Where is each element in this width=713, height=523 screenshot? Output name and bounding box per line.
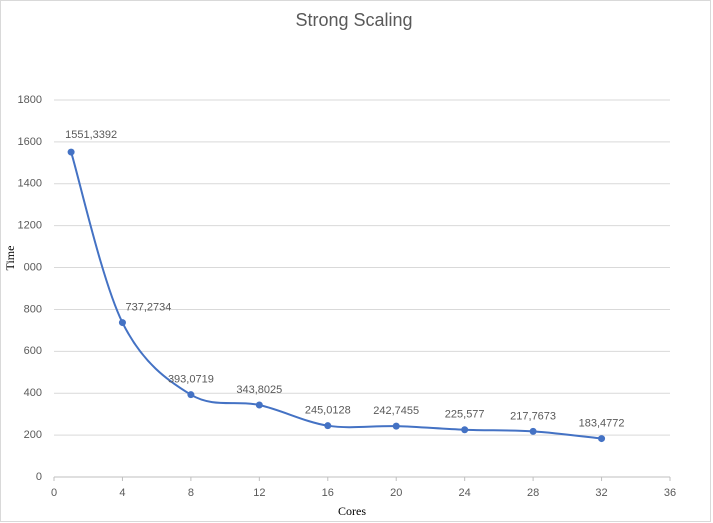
y-tick-label: 600: [24, 345, 42, 357]
data-point: [392, 422, 400, 430]
y-tick-label: 1600: [18, 136, 42, 148]
data-point: [187, 391, 195, 399]
data-point: [324, 422, 332, 430]
data-point: [118, 319, 126, 327]
chart-title: Strong Scaling: [295, 10, 412, 30]
x-tick-label: 0: [51, 487, 57, 499]
y-tick-label: 1400: [18, 178, 42, 190]
data-label: 737,2734: [125, 301, 171, 313]
data-label: 225,577: [445, 409, 485, 421]
x-tick-label: 36: [664, 487, 676, 499]
data-point: [67, 148, 75, 156]
x-tick-label: 32: [595, 487, 607, 499]
x-tick-label: 24: [459, 487, 471, 499]
data-label: 183,4772: [579, 417, 625, 429]
y-tick-label: 800: [24, 303, 42, 315]
data-label: 393,0719: [168, 374, 214, 386]
y-axis-title: Time: [3, 246, 17, 271]
data-label: 343,8025: [236, 384, 282, 396]
data-point: [255, 401, 263, 409]
x-tick-label: 12: [253, 487, 265, 499]
data-label: 1551,3392: [65, 129, 117, 141]
data-label: 217,7673: [510, 410, 556, 422]
y-tick-label: 0: [36, 471, 42, 483]
x-tick-label: 8: [188, 487, 194, 499]
y-tick-label: 200: [24, 429, 42, 441]
data-label: 242,7455: [373, 405, 419, 417]
x-tick-label: 4: [119, 487, 125, 499]
y-tick-label: 1800: [18, 94, 42, 106]
data-point: [598, 435, 606, 443]
data-point: [461, 426, 469, 434]
x-tick-label: 16: [322, 487, 334, 499]
y-tick-label: 000: [24, 261, 42, 273]
data-point: [529, 427, 537, 435]
x-axis-title: Cores: [338, 504, 366, 518]
x-tick-label: 28: [527, 487, 539, 499]
y-tick-label: 1200: [18, 220, 42, 232]
data-label: 245,0128: [305, 405, 351, 417]
x-tick-label: 20: [390, 487, 402, 499]
y-tick-label: 400: [24, 387, 42, 399]
